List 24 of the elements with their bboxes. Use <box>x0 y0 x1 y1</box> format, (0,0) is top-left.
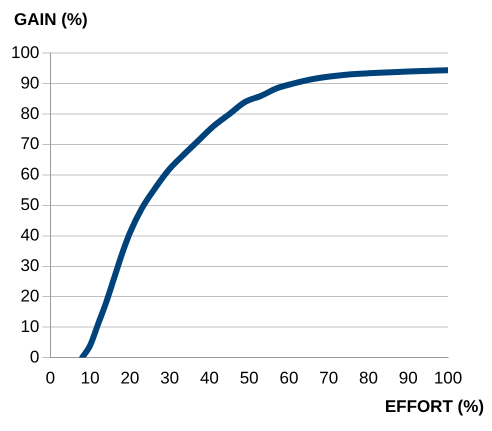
y-tick-label: 70 <box>20 134 40 154</box>
x-tick-label: 50 <box>240 368 259 388</box>
y-tick-label: 100 <box>10 42 40 62</box>
x-tick-label: 30 <box>160 368 180 388</box>
y-tick-label: 10 <box>20 316 40 336</box>
x-tick-label: 80 <box>359 368 378 388</box>
x-tick-label: 70 <box>319 368 338 388</box>
x-tick-label: 60 <box>279 368 298 388</box>
y-tick-label: 20 <box>20 286 40 306</box>
y-tick-label: 0 <box>30 347 40 366</box>
x-tick-label: 40 <box>200 368 219 388</box>
y-axis-title: GAIN (%) <box>14 10 88 30</box>
x-axis-title: EFFORT (%) <box>384 397 484 417</box>
x-tick-label: 90 <box>398 368 418 388</box>
y-tick-label: 80 <box>20 104 40 123</box>
y-tick-label: 40 <box>20 226 40 245</box>
x-tick-label: 100 <box>434 368 462 388</box>
y-tick-label: 90 <box>20 73 40 92</box>
y-tick-label: 30 <box>20 256 40 275</box>
y-tick-label: 60 <box>20 164 40 184</box>
y-tick-label: 50 <box>20 195 40 214</box>
x-tick-label: 20 <box>120 368 140 388</box>
x-tick-label: 10 <box>80 368 100 388</box>
x-tick-label: 0 <box>46 368 56 388</box>
